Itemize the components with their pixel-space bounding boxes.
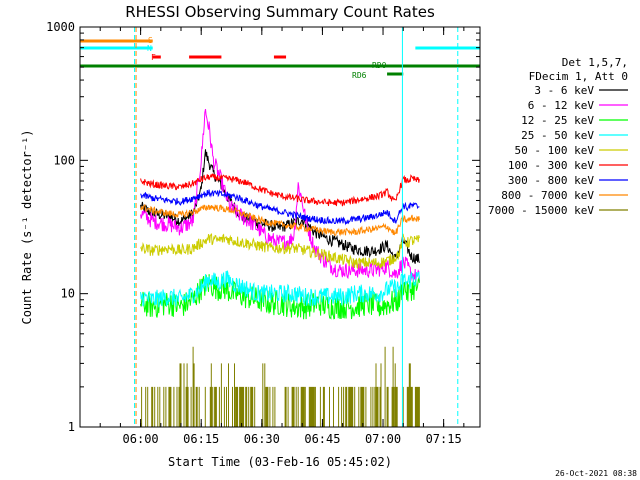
y-tick-label: 1000 bbox=[46, 20, 75, 34]
x-tick-label: 06:30 bbox=[244, 432, 280, 446]
legend-header: Det 1,5,7, bbox=[562, 56, 628, 69]
series-layer bbox=[140, 109, 420, 427]
series-line-5 bbox=[140, 173, 420, 207]
x-tick-label: 06:45 bbox=[304, 432, 340, 446]
series-line-7 bbox=[140, 203, 420, 237]
y-tick-label: 100 bbox=[53, 153, 75, 167]
y-tick-label: 10 bbox=[61, 287, 75, 301]
legend-label: 300 - 800 keV bbox=[508, 174, 594, 187]
x-axis: 06:00 06:15 06:30 06:45 07:00 07:15 bbox=[79, 27, 465, 446]
y-tick-label: 1 bbox=[68, 420, 75, 434]
legend-header: FDecim 1, Att 0 bbox=[529, 70, 628, 83]
legend-label: 25 - 50 keV bbox=[521, 129, 594, 142]
legend-label: 3 - 6 keV bbox=[534, 84, 594, 97]
chart-title: RHESSI Observing Summary Count Rates bbox=[125, 3, 435, 21]
legend-label: 100 - 300 keV bbox=[508, 159, 594, 172]
series-line-2 bbox=[140, 274, 420, 320]
legend-label: 12 - 25 keV bbox=[521, 114, 594, 127]
y-axis-label: Count Rate (s⁻¹ detector⁻¹) bbox=[20, 129, 34, 324]
overlay-layer: SNF RD6 RD0 bbox=[80, 27, 480, 427]
timestamp: 26-Oct-2021 08:38 bbox=[555, 469, 637, 478]
legend: Det 1,5,7,FDecim 1, Att 03 - 6 keV 6 - 12… bbox=[488, 56, 628, 217]
legend-label: 800 - 7000 keV bbox=[501, 189, 594, 202]
legend-label: 6 - 12 keV bbox=[528, 99, 595, 112]
legend-label: 7000 - 15000 keV bbox=[488, 204, 594, 217]
x-tick-label: 07:15 bbox=[426, 432, 462, 446]
flag-label-F: F bbox=[151, 53, 156, 62]
plot-frame bbox=[79, 26, 481, 428]
flag-label-N: N bbox=[147, 44, 152, 53]
series-line-0 bbox=[140, 149, 420, 264]
series-line-3 bbox=[140, 270, 420, 308]
x-tick-label: 07:00 bbox=[365, 432, 401, 446]
x-axis-label: Start Time (03-Feb-16 05:45:02) bbox=[168, 455, 392, 469]
series-line-1 bbox=[140, 109, 420, 283]
annotation-rd6: RD6 bbox=[352, 71, 367, 80]
legend-label: 50 - 100 keV bbox=[515, 144, 595, 157]
x-tick-label: 06:15 bbox=[183, 432, 219, 446]
flag-label-S: S bbox=[148, 36, 153, 45]
series-line-8 bbox=[141, 346, 420, 427]
series-line-6 bbox=[140, 189, 420, 226]
annotation-rd0: RD0 bbox=[372, 61, 387, 70]
series-line-4 bbox=[140, 233, 420, 269]
y-axis: 1 10 100 1000 bbox=[46, 20, 480, 434]
x-tick-label: 06:00 bbox=[123, 432, 159, 446]
